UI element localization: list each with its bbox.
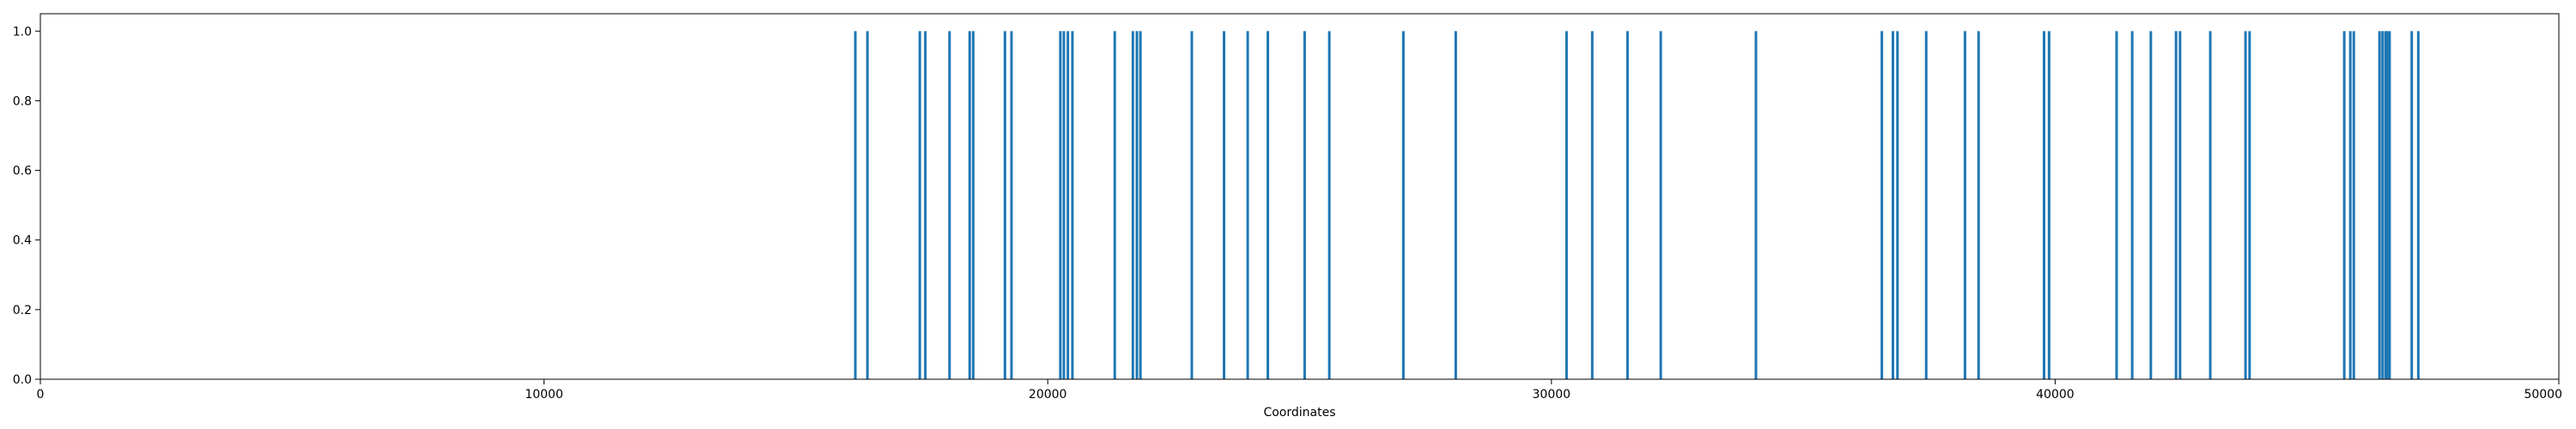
- bar: [1880, 31, 1884, 379]
- bar: [2244, 31, 2247, 379]
- bar: [1135, 31, 1139, 379]
- bar: [1190, 31, 1194, 379]
- bar: [1066, 31, 1070, 379]
- x-tick: 30000: [1533, 379, 1571, 402]
- bar: [2388, 31, 2391, 379]
- bar: [1131, 31, 1134, 379]
- bar: [948, 31, 951, 379]
- bar: [2342, 31, 2346, 379]
- bar: [2352, 31, 2355, 379]
- x-tick-label: 0: [37, 388, 45, 402]
- y-tick-label: 0.6: [13, 165, 32, 178]
- bar: [1267, 31, 1270, 379]
- bar: [1896, 31, 1899, 379]
- x-tick: 50000: [2524, 379, 2562, 402]
- y-tick-label: 1.0: [13, 25, 32, 39]
- bar: [1003, 31, 1006, 379]
- bar: [1454, 31, 1457, 379]
- bar: [918, 31, 921, 379]
- bar: [2381, 31, 2385, 379]
- y-tick-label: 0.2: [13, 304, 32, 317]
- bar: [2047, 31, 2050, 379]
- bar: [2410, 31, 2414, 379]
- bar: [2149, 31, 2153, 379]
- bar: [1754, 31, 1758, 379]
- x-axis: 0 10000 20000 30000 40000 50000: [37, 379, 2562, 402]
- plot-area: [39, 13, 2560, 380]
- bar: [1223, 31, 1226, 379]
- bar: [2130, 31, 2134, 379]
- x-tick: 0: [37, 379, 45, 402]
- y-tick: 0.2: [13, 304, 40, 317]
- bar: [924, 31, 927, 379]
- y-tick: 0.8: [13, 94, 40, 108]
- bar: [1062, 31, 1066, 379]
- y-tick: 0.4: [13, 234, 40, 248]
- x-axis-label: Coordinates: [1263, 406, 1335, 420]
- x-tick-label: 10000: [525, 388, 563, 402]
- plot-background: [40, 14, 2559, 379]
- y-tick: 0.6: [13, 165, 40, 178]
- bar: [1625, 31, 1629, 379]
- bar: [2174, 31, 2178, 379]
- x-tick-label: 40000: [2036, 388, 2075, 402]
- bar: [2208, 31, 2212, 379]
- bar: [1246, 31, 1249, 379]
- bar: [1113, 31, 1116, 379]
- x-tick-label: 20000: [1029, 388, 1067, 402]
- y-tick-label: 0.8: [13, 94, 32, 108]
- bar: [1010, 31, 1013, 379]
- bar: [2248, 31, 2251, 379]
- y-tick-label: 0.0: [13, 373, 32, 387]
- bar: [968, 31, 971, 379]
- y-tick: 0.0: [13, 373, 40, 387]
- bar: [2378, 31, 2381, 379]
- bar: [2042, 31, 2045, 379]
- bar: [1590, 31, 1594, 379]
- bar: [1401, 31, 1405, 379]
- bar: [2178, 31, 2182, 379]
- bar: [1892, 31, 1895, 379]
- bar: [866, 31, 869, 379]
- y-axis: 0.0 0.2 0.4 0.6 0.8 1.0: [13, 25, 40, 387]
- bar: [1564, 31, 1568, 379]
- bar: [1139, 31, 1142, 379]
- bar: [1977, 31, 1980, 379]
- y-tick-label: 0.4: [13, 234, 32, 248]
- bar: [854, 31, 857, 379]
- bar-series: [854, 31, 2420, 379]
- bar: [971, 31, 975, 379]
- bar: [2416, 31, 2420, 379]
- bar: [1924, 31, 1928, 379]
- x-tick: 40000: [2036, 379, 2075, 402]
- bar: [2115, 31, 2118, 379]
- bar: [1327, 31, 1331, 379]
- y-tick: 1.0: [13, 25, 40, 39]
- bar: [1303, 31, 1306, 379]
- bar: [2384, 31, 2387, 379]
- bar: [2348, 31, 2352, 379]
- x-tick: 10000: [525, 379, 563, 402]
- bar: [1059, 31, 1062, 379]
- x-tick-label: 50000: [2524, 388, 2562, 402]
- bar: [2385, 31, 2389, 379]
- x-tick-label: 30000: [1533, 388, 1571, 402]
- bar: [1071, 31, 1074, 379]
- bar: [1659, 31, 1662, 379]
- bar: [1963, 31, 1966, 379]
- x-tick: 20000: [1029, 379, 1067, 402]
- axes-frame: [39, 13, 2560, 380]
